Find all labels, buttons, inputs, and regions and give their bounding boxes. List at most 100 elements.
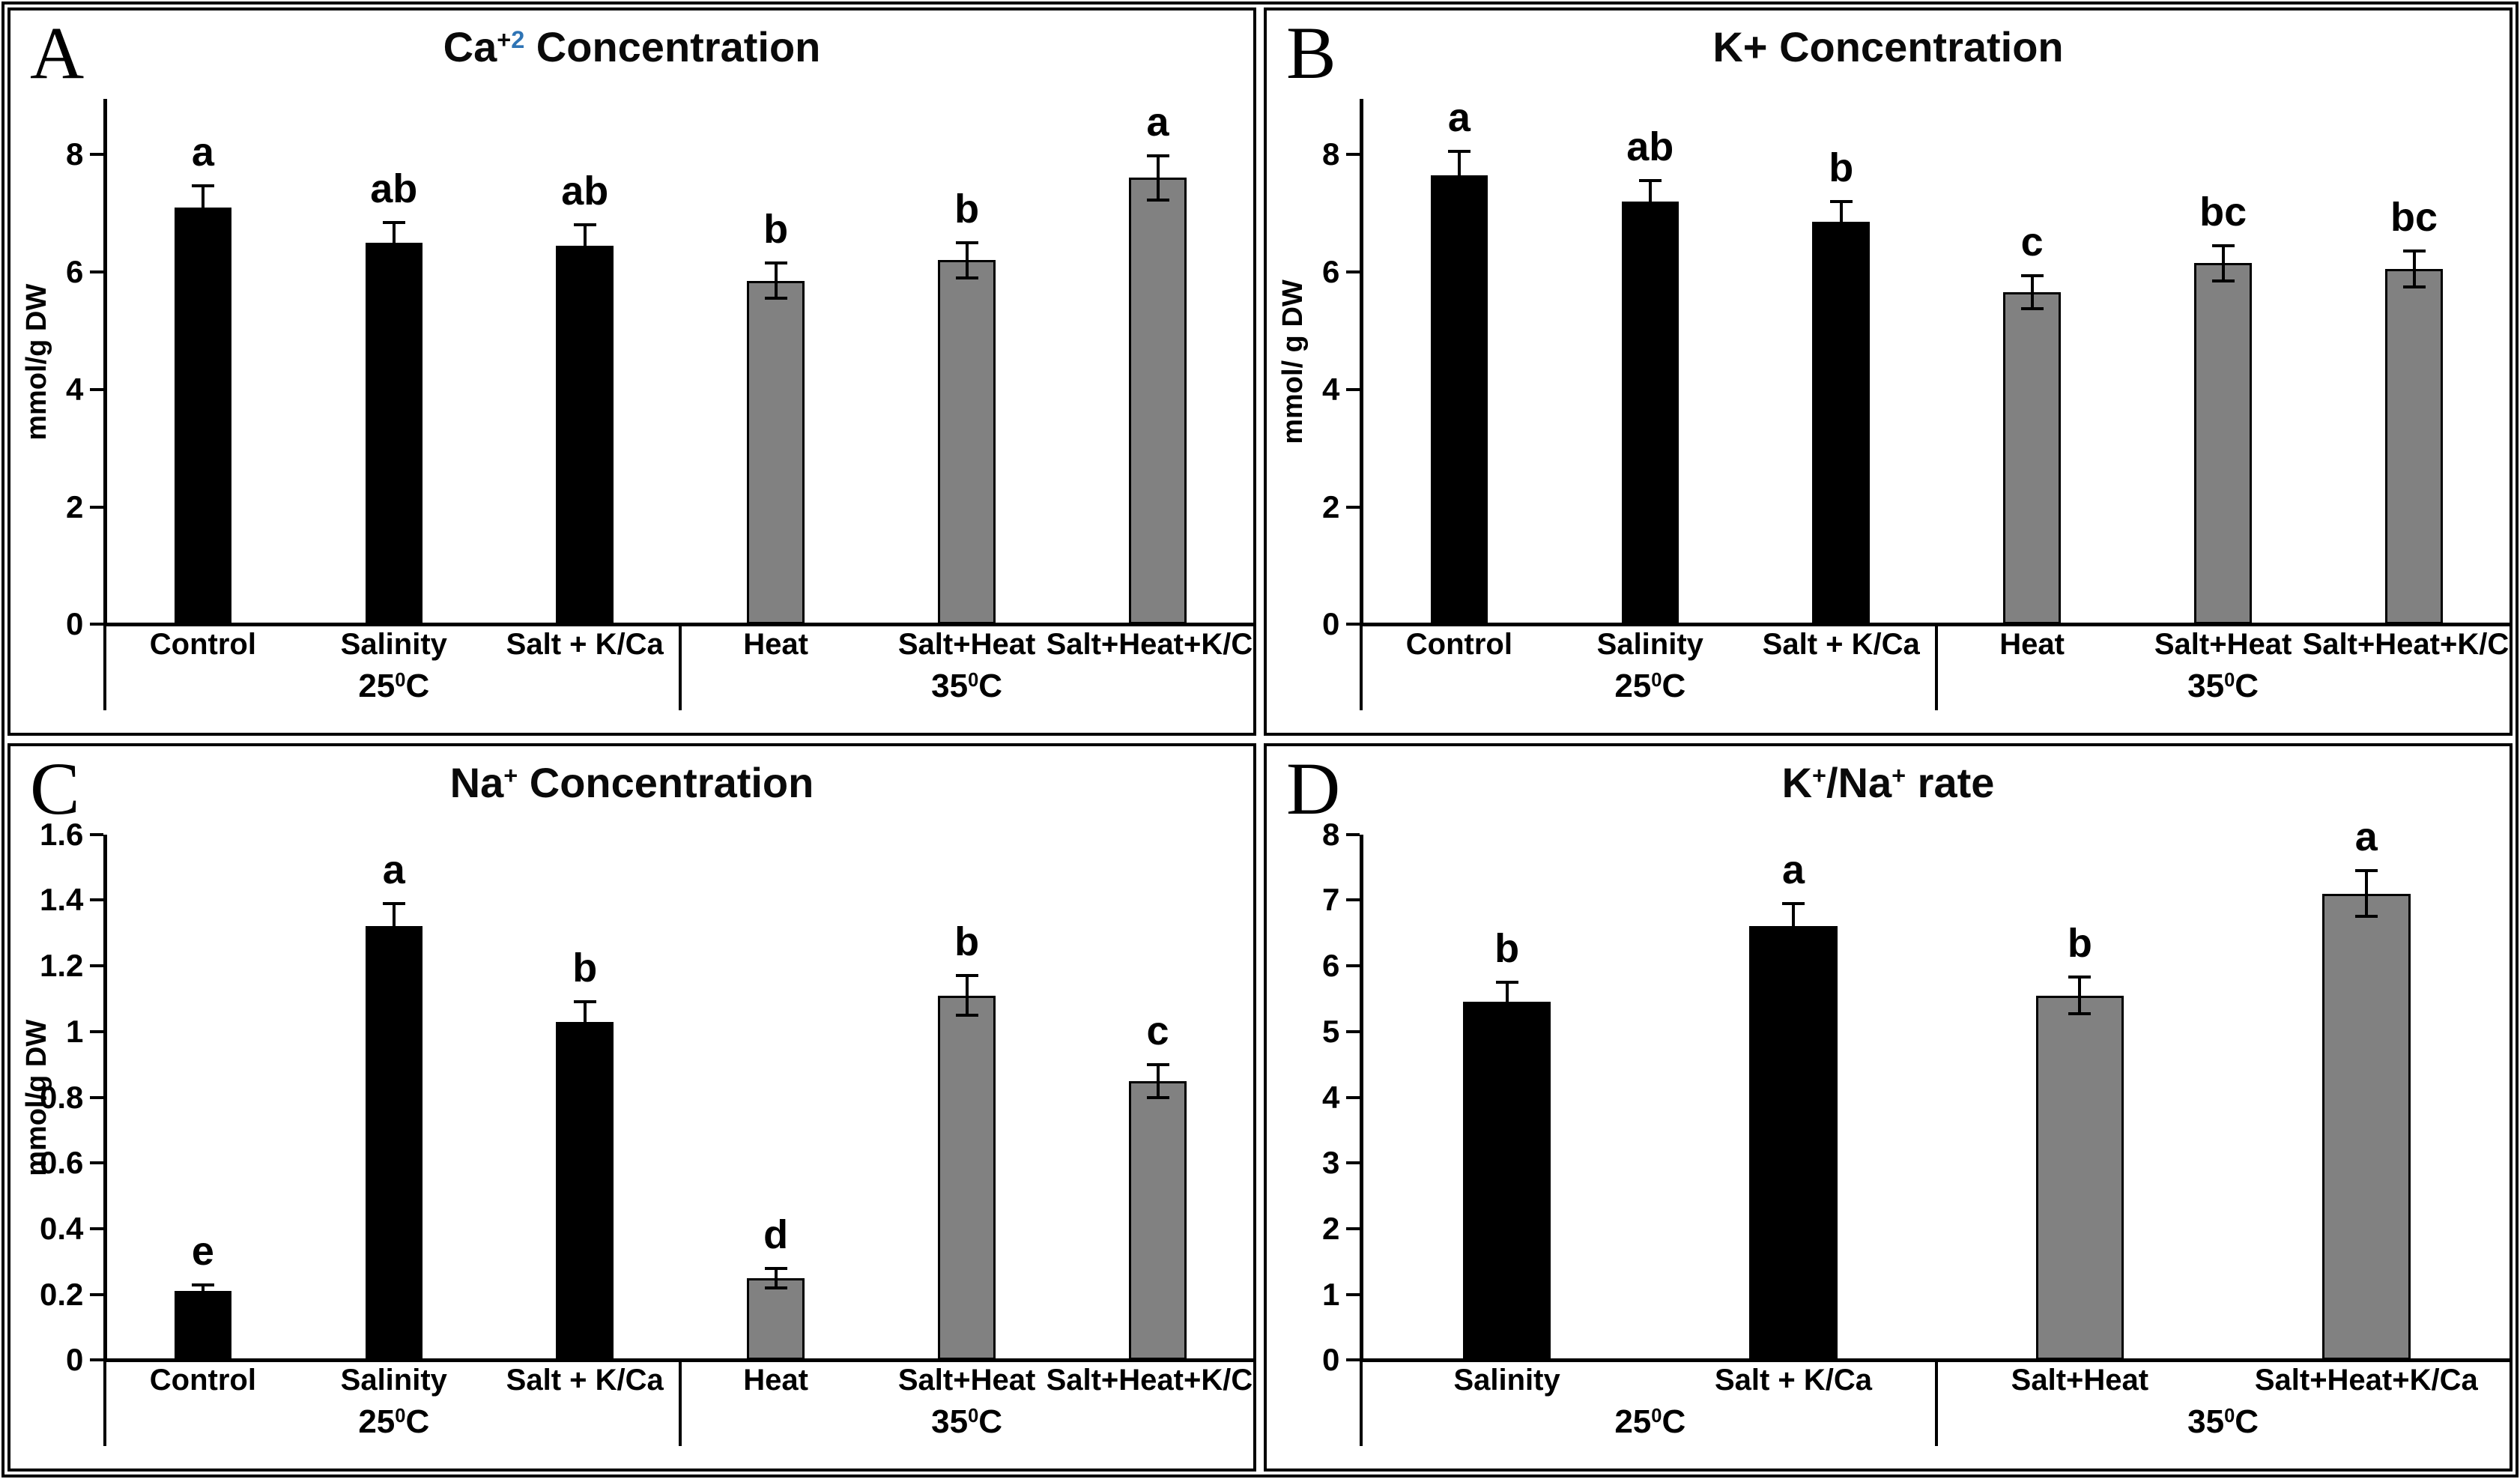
significance-letter-salt-heat-k-ca: c <box>1146 1008 1169 1053</box>
significance-letter-heat: b <box>763 207 789 252</box>
axis-strip-left-line <box>103 1360 107 1447</box>
error-cap-bottom <box>1146 1095 1169 1099</box>
y-tick-mark <box>1346 1095 1360 1099</box>
significance-letter-salt-k-ca: b <box>1829 145 1854 190</box>
plot-area-c: 0 0.2 0.4 0.6 0.8 1 1.2 1.4 1.6 e a b d b c <box>40 817 1253 1377</box>
y-tick-mark <box>1346 832 1360 836</box>
category-label-salt-heat: Salt+Heat <box>897 628 1036 662</box>
bar-salt-heat <box>938 260 996 625</box>
panel-b-k-concentration: B K+ Concentration mmol/ g DW 0 2 4 6 8 a ab b c… <box>1264 7 2513 736</box>
error-cap-top <box>2402 249 2426 253</box>
error-cap-bottom <box>2068 1012 2092 1016</box>
group-label-25-c: 250C <box>1614 668 1686 705</box>
error-bar-control <box>201 1284 205 1298</box>
error-cap-top <box>1638 179 1662 183</box>
y-tick-mark <box>90 1095 104 1099</box>
category-label-salt-heat-k-ca: Salt+Heat+K/Ca <box>2302 628 2513 662</box>
group-label-35-c: 350C <box>2187 1403 2259 1441</box>
category-label-salinity: Salinity <box>340 1364 447 1397</box>
y-tick-label: 8 <box>66 136 84 172</box>
y-tick-label: 0 <box>66 1342 84 1378</box>
error-cap-top <box>382 901 405 905</box>
x-axis-labels-d: 250C Salinity Salt + K/Ca 350C Salt+Heat Salt… <box>1360 1360 2510 1463</box>
axis-strip-left-line <box>1360 624 1363 711</box>
category-label-salt-heat-k-ca: Salt+Heat+K/Ca <box>1046 1364 1256 1397</box>
group-divider-line <box>679 1360 682 1447</box>
y-tick-mark <box>1346 964 1360 968</box>
plot-area-a: 0 2 4 6 8 a ab ab b b a <box>66 98 1253 641</box>
significance-letter-salt-heat-k-ca: a <box>2354 814 2378 859</box>
y-tick-mark <box>1346 153 1360 157</box>
bar-salinity <box>365 926 423 1361</box>
chart-title-d: K+/Na+ rate <box>1781 759 1995 806</box>
significance-letter-control: e <box>191 1228 214 1274</box>
significance-letter-salt-k-ca: ab <box>561 169 609 214</box>
error-bar-control <box>201 185 205 229</box>
x-axis-labels-c: 250C Control Salinity Salt + K/Ca 350C Heat Sa… <box>103 1360 1256 1463</box>
category-label-salinity: Salinity <box>1453 1364 1560 1397</box>
y-axis-line <box>103 98 108 627</box>
x-axis-line <box>1360 623 2510 627</box>
error-bar-salinity <box>392 223 396 263</box>
error-cap-bottom <box>955 1013 978 1017</box>
error-bar-salt-k-ca <box>583 1002 587 1041</box>
y-tick-label: 7 <box>1322 882 1340 918</box>
y-tick-mark <box>1346 1292 1360 1296</box>
y-tick-mark <box>90 964 104 968</box>
y-tick-label: 4 <box>1322 371 1340 407</box>
error-cap-bottom <box>764 297 787 300</box>
y-tick-label: 8 <box>1322 816 1340 852</box>
y-tick-mark <box>90 832 104 836</box>
figure-grid: A Ca+2 Concentration mmol/g DW 0 2 4 6 8 a ab a… <box>7 7 2513 1472</box>
panel-a-ca-concentration: A Ca+2 Concentration mmol/g DW 0 2 4 6 8 a ab a… <box>7 7 1256 736</box>
y-tick-mark <box>90 387 104 391</box>
x-axis-line <box>103 623 1253 627</box>
error-cap-bottom <box>1638 220 1662 224</box>
bar-heat <box>747 1277 805 1361</box>
bar-salt-heat-k-ca <box>1129 178 1187 625</box>
y-tick-mark <box>1346 1161 1360 1165</box>
y-tick-label: 1.2 <box>40 948 84 984</box>
y-axis-label-b: mmol/ g DW <box>1277 279 1309 444</box>
error-bar-heat <box>774 263 778 299</box>
category-label-salt-heat: Salt+Heat <box>897 1364 1036 1397</box>
error-bar-heat <box>774 1268 778 1288</box>
category-label-control: Control <box>149 1364 256 1397</box>
error-cap-bottom <box>1781 948 1805 952</box>
error-cap-bottom <box>573 1039 596 1043</box>
error-cap-top <box>573 1000 596 1004</box>
y-tick-label: 1 <box>66 1013 84 1049</box>
y-tick-label: 5 <box>1322 1013 1340 1049</box>
error-cap-bottom <box>764 1286 787 1289</box>
panel-letter-d: D <box>1286 747 1341 830</box>
significance-letter-salt-k-ca: b <box>572 946 598 991</box>
significance-letter-salinity: ab <box>370 166 418 212</box>
bar-salt-heat <box>2035 995 2124 1361</box>
error-bar-salinity <box>392 903 396 950</box>
category-label-heat: Heat <box>1999 628 2065 662</box>
y-tick-label: 0 <box>1322 606 1340 642</box>
x-axis-labels-b: 250C Control Salinity Salt + K/Ca 350C Heat Sa… <box>1360 624 2513 727</box>
y-tick-label: 0.2 <box>40 1276 84 1312</box>
y-tick-mark <box>90 505 104 509</box>
y-tick-mark <box>1346 270 1360 273</box>
y-tick-mark <box>90 623 104 626</box>
error-cap-top <box>1447 150 1470 154</box>
group-label-35-c: 350C <box>931 668 1003 705</box>
bar-salinity <box>1621 201 1680 625</box>
y-tick-label: 0.6 <box>40 1145 84 1181</box>
category-label-salt-heat: Salt+Heat <box>2154 628 2292 662</box>
axis-strip-left-line <box>103 624 107 711</box>
significance-letter-salinity: a <box>382 847 405 892</box>
category-label-heat: Heat <box>743 1364 808 1397</box>
group-divider-line <box>1935 1360 1939 1447</box>
y-tick-label: 4 <box>1322 1079 1340 1115</box>
significance-letter-salt-heat-k-ca: bc <box>2390 195 2438 241</box>
error-bar-salt-k-ca <box>1791 903 1795 950</box>
y-tick-mark <box>1346 505 1360 509</box>
error-cap-top <box>191 1283 214 1286</box>
error-bar-control <box>1457 151 1461 199</box>
category-label-control: Control <box>149 628 256 662</box>
error-cap-top <box>1781 901 1805 905</box>
category-label-salinity: Salinity <box>1596 628 1703 662</box>
